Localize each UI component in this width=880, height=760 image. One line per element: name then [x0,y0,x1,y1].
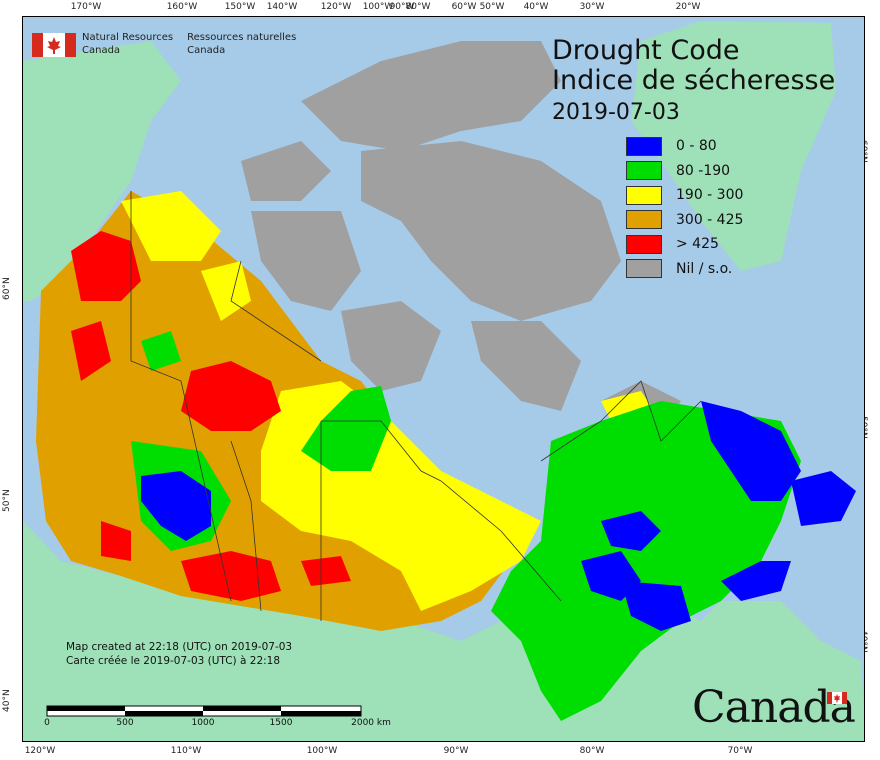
legend-label: 80 -190 [676,162,731,179]
legend-swatch [626,259,662,279]
scale-bar: 0 500 1000 1500 2000 km [44,704,391,734]
legend-label: > 425 [676,236,719,253]
tick-label: 40°N [2,689,12,712]
legend-swatch [626,161,662,181]
legend-item: Nil / s.o. [626,257,743,282]
title-french: Indice de sécheresse [552,65,836,96]
usa-land [23,521,864,741]
scale-label: 500 [116,718,134,728]
scale-label: 1500 [269,718,293,728]
agency-fr-line2: Canada [187,45,226,56]
scale-label: 2000 km [351,718,391,728]
legend-label: 300 - 425 [676,211,744,228]
outside-land [23,21,864,741]
canada-flag-icon [32,33,76,57]
wordmark-flag-icon [827,692,847,704]
scale-label: 1000 [191,718,215,728]
map-credits: Map created at 22:18 (UTC) on 2019-07-03… [66,640,292,668]
legend-item: > 425 [626,232,743,257]
regions-0-80 [141,401,856,631]
tick-label: 120°W [320,2,352,12]
tick-label: 60°N [2,277,12,300]
tick-label: 100°W [306,746,338,756]
tick-label: 70°W [727,746,753,756]
tick-label: 30°W [579,2,605,12]
tick-label: 50°W [479,2,505,12]
regions-over-425 [71,231,351,601]
title-english: Drought Code [552,35,740,66]
agency-name-en: Natural Resources Canada [82,31,173,57]
tick-label: 150°W [224,2,256,12]
greenland-land [631,21,836,271]
agency-fr-line1: Ressources naturelles [187,32,297,43]
canada-wordmark: Canada [692,686,856,730]
tick-label: 50°N [2,489,12,512]
tick-label: 80°W [579,746,605,756]
legend-swatch [626,136,662,156]
agency-en-line1: Natural Resources [82,32,174,43]
tick-label: 120°W [24,746,56,756]
agency-signature: Natural Resources Canada Ressources natu… [32,31,310,57]
map-date: 2019-07-03 [552,100,680,125]
agency-en-line2: Canada [82,45,121,56]
legend-label: 190 - 300 [676,187,744,204]
boundaries [130,191,702,621]
legend-label: Nil / s.o. [676,260,733,277]
legend-item: 300 - 425 [626,208,743,233]
tick-label: 170°W [70,2,102,12]
drought-code-map [22,16,865,742]
legend-item: 80 -190 [626,159,743,184]
legend: 0 - 80 80 -190 190 - 300 300 - 425 > 425 Nil … [626,134,743,281]
scale-label: 0 [44,718,50,728]
tick-label: 90°W [443,746,469,756]
tick-label: 20°W [675,2,701,12]
tick-label: 90°W [389,2,415,12]
tick-label: 110°W [170,746,202,756]
agency-name-fr: Ressources naturelles Canada [187,31,296,57]
legend-item: 0 - 80 [626,134,743,159]
tick-label: 80°W [405,2,431,12]
map-canvas [23,21,864,741]
tick-label: 60°W [451,2,477,12]
alaska-land [23,41,181,301]
legend-label: 0 - 80 [676,138,717,155]
map-title: Drought Code Indice de sécheresse 2019-0… [552,36,835,128]
legend-item: 190 - 300 [626,183,743,208]
tick-label: 160°W [166,2,198,12]
legend-swatch [626,234,662,254]
tick-label: 140°W [266,2,298,12]
legend-swatch [626,210,662,230]
credit-french: Carte créée le 2019-07-03 (UTC) à 22:18 [66,655,281,667]
scale-bar-graphic [46,705,362,717]
legend-swatch [626,185,662,205]
tick-label: 40°W [523,2,549,12]
tick-label: 100°W [362,2,394,12]
credit-english: Map created at 22:18 (UTC) on 2019-07-03 [66,641,293,653]
